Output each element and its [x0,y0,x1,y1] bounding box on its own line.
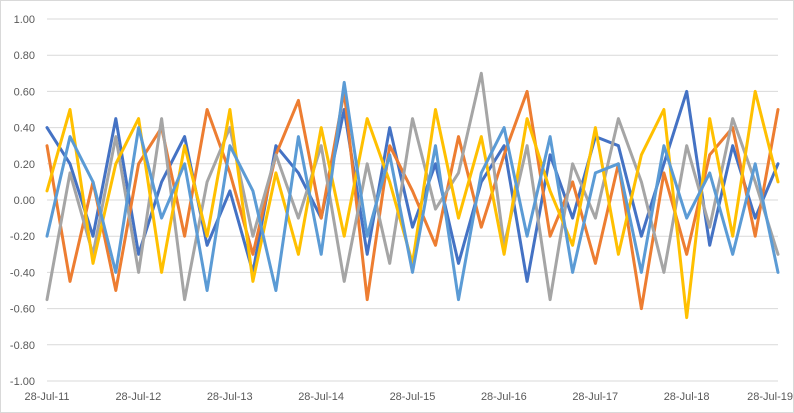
x-tick-label: 28-Jul-15 [390,391,436,403]
x-axis-tick-labels: 28-Jul-11 28-Jul-12 28-Jul-13 28-Jul-14 28-J… [24,391,793,403]
y-axis-tick-labels: 1.00 0.80 0.60 0.40 0.20 0.00 -0.20 -0.40 -0.60 -… [10,14,35,388]
series-lines [45,71,780,320]
y-tick-label: 1.00 [14,14,35,26]
x-tick-label: 28-Jul-16 [481,391,527,403]
x-tick-label: 28-Jul-17 [572,391,618,403]
x-tick-label: 28-Jul-14 [298,391,344,403]
y-tick-label: 0.80 [14,50,35,62]
series-line-3 [45,71,780,302]
y-tick-label: 0.20 [14,159,35,171]
y-tick-label: 0.00 [14,195,35,207]
y-tick-label: -0.60 [10,304,35,316]
series-line-5 [45,80,780,302]
x-tick-label: 28-Jul-19 [747,391,793,403]
x-tick-label: 28-Jul-18 [664,391,710,403]
y-tick-label: 0.40 [14,123,35,135]
series-line-4 [45,89,780,320]
y-tick-label: -1.00 [10,376,35,388]
series-line-2 [45,89,780,311]
y-tick-label: -0.20 [10,231,35,243]
y-tick-label: 0.60 [14,86,35,98]
y-tick-label: -0.40 [10,267,35,279]
x-tick-label: 28-Jul-11 [24,391,69,403]
x-tick-label: 28-Jul-12 [115,391,161,403]
y-tick-label: -0.80 [10,340,35,352]
x-tick-label: 28-Jul-13 [207,391,253,403]
